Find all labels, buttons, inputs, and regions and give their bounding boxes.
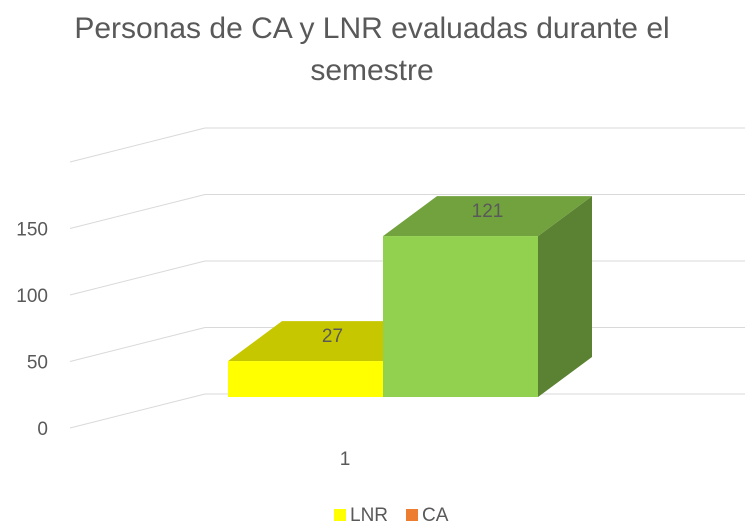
- y-tick-label: 50: [27, 353, 48, 374]
- grid-line: [69, 327, 206, 362]
- legend-swatch: [334, 509, 346, 521]
- grid-line: [69, 393, 206, 429]
- legend-label: LNR: [350, 505, 388, 523]
- chart-title: semestre: [310, 54, 433, 87]
- bar: [228, 361, 383, 397]
- bar-top: [383, 196, 592, 237]
- bar: [383, 236, 538, 397]
- y-tick-label: 0: [37, 419, 48, 440]
- legend-swatch: [406, 509, 418, 521]
- legend-label: CA: [422, 505, 449, 523]
- grid-line: [69, 127, 206, 163]
- chart-title: Personas de CA y LNR evaluadas durante e…: [74, 12, 669, 45]
- x-tick-label: 1: [340, 449, 351, 470]
- y-tick-label: 100: [16, 286, 48, 307]
- data-label: 121: [472, 201, 504, 222]
- y-tick-label: 150: [16, 220, 48, 241]
- grid-line: [69, 260, 206, 296]
- bar-side: [538, 196, 592, 397]
- data-label: 27: [322, 326, 343, 347]
- grid-line: [69, 194, 206, 229]
